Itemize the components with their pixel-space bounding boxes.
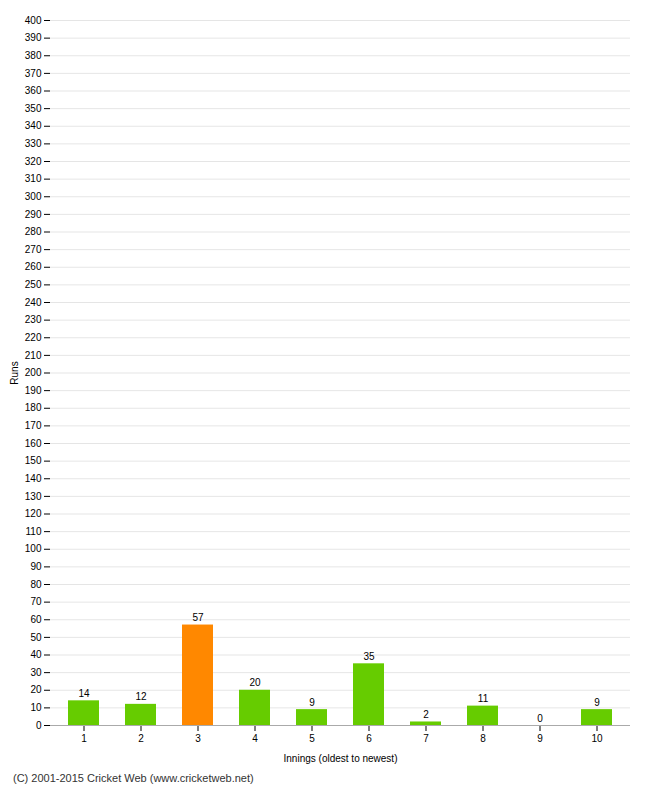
svg-text:100: 100 <box>25 543 42 554</box>
svg-text:5: 5 <box>309 733 315 744</box>
svg-text:6: 6 <box>366 733 372 744</box>
svg-text:220: 220 <box>25 332 42 343</box>
svg-text:130: 130 <box>25 491 42 502</box>
svg-text:370: 370 <box>25 68 42 79</box>
svg-text:14: 14 <box>78 688 90 699</box>
svg-text:2: 2 <box>138 733 144 744</box>
svg-text:1: 1 <box>81 733 87 744</box>
svg-text:260: 260 <box>25 261 42 272</box>
svg-text:150: 150 <box>25 455 42 466</box>
svg-text:230: 230 <box>25 314 42 325</box>
svg-text:10: 10 <box>30 702 42 713</box>
svg-text:110: 110 <box>26 526 42 537</box>
svg-text:320: 320 <box>25 156 42 167</box>
svg-text:210: 210 <box>25 350 42 361</box>
svg-text:250: 250 <box>25 279 42 290</box>
svg-text:350: 350 <box>25 103 42 114</box>
svg-text:35: 35 <box>363 651 375 662</box>
svg-text:2: 2 <box>423 709 429 720</box>
svg-text:200: 200 <box>25 367 42 378</box>
svg-text:290: 290 <box>25 209 42 220</box>
svg-text:0: 0 <box>537 713 543 724</box>
svg-text:80: 80 <box>30 579 42 590</box>
svg-text:3: 3 <box>195 733 201 744</box>
svg-text:40: 40 <box>30 649 42 660</box>
html-text:(C) 2001-2015 Cricket Web (www: (C) 2001-2015 Cricket Web (www.cricketwe… <box>13 772 254 784</box>
svg-text:7: 7 <box>423 733 429 744</box>
svg-text:390: 390 <box>25 32 42 43</box>
svg-text:90: 90 <box>30 561 42 572</box>
svg-text:11: 11 <box>478 693 489 704</box>
svg-text:57: 57 <box>192 612 204 623</box>
svg-text:9: 9 <box>309 697 315 708</box>
svg-text:270: 270 <box>25 244 42 255</box>
svg-text:70: 70 <box>30 596 42 607</box>
svg-text:400: 400 <box>25 15 42 26</box>
svg-text:9: 9 <box>537 733 543 744</box>
svg-text:330: 330 <box>25 138 42 149</box>
svg-text:60: 60 <box>30 614 42 625</box>
svg-text:340: 340 <box>25 120 42 131</box>
svg-text:9: 9 <box>594 697 600 708</box>
svg-text:280: 280 <box>25 226 42 237</box>
svg-text:20: 20 <box>249 677 261 688</box>
svg-text:140: 140 <box>25 473 42 484</box>
svg-text:10: 10 <box>591 733 603 744</box>
svg-text:Runs: Runs <box>9 361 20 384</box>
svg-text:190: 190 <box>25 385 42 396</box>
svg-text:20: 20 <box>30 684 42 695</box>
svg-text:310: 310 <box>25 173 42 184</box>
svg-text:380: 380 <box>25 50 42 61</box>
svg-text:120: 120 <box>25 508 42 519</box>
svg-text:50: 50 <box>30 632 42 643</box>
svg-text:8: 8 <box>480 733 486 744</box>
svg-text:170: 170 <box>25 420 42 431</box>
svg-text:360: 360 <box>25 85 42 96</box>
svg-text:12: 12 <box>135 691 147 702</box>
svg-text:4: 4 <box>252 733 258 744</box>
svg-text:180: 180 <box>25 402 42 413</box>
svg-text:300: 300 <box>25 191 42 202</box>
svg-text:30: 30 <box>30 667 42 678</box>
svg-text:240: 240 <box>25 297 42 308</box>
svg-text:Innings (oldest to newest): Innings (oldest to newest) <box>284 753 398 764</box>
svg-text:160: 160 <box>25 438 42 449</box>
svg-text:0: 0 <box>36 720 42 731</box>
